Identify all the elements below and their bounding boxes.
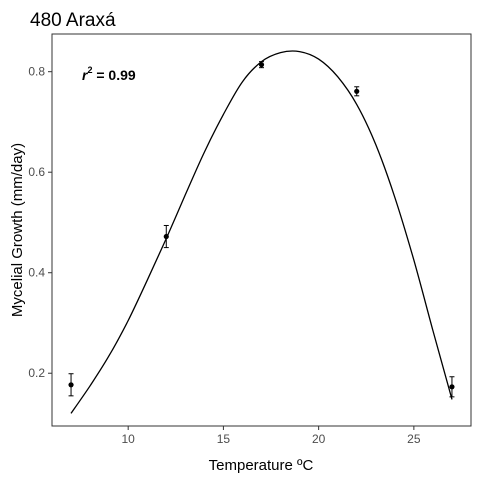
y-tick-label: 0.4 — [28, 266, 45, 280]
x-tick-label: 20 — [312, 432, 326, 446]
y-tick-label: 0.8 — [28, 65, 45, 79]
y-tick-label: 0.2 — [28, 366, 45, 380]
x-tick-label: 10 — [122, 432, 136, 446]
fit-curve — [70, 50, 453, 414]
r-symbol: r — [82, 67, 89, 83]
x-axis: 10 15 20 25 — [122, 426, 421, 446]
plot-panel — [51, 33, 472, 427]
y-axis: 0.2 0.4 0.6 0.8 — [28, 65, 52, 380]
y-tick-label: 0.6 — [28, 165, 45, 179]
y-axis-title: Mycelial Growth (mm/day) — [9, 143, 26, 317]
data-point — [68, 382, 74, 388]
x-tick-label: 25 — [407, 432, 421, 446]
r-value: = 0.99 — [92, 67, 135, 83]
data-point — [354, 88, 360, 94]
data-point — [258, 62, 265, 68]
data-points — [68, 61, 455, 398]
data-point — [449, 384, 455, 390]
x-axis-title: Temperature ºC — [209, 457, 314, 474]
x-tick-label: 15 — [217, 432, 231, 446]
r-superscript: 2 — [87, 65, 92, 75]
chart-title: 480 Araxá — [30, 10, 116, 31]
r-squared-annotation: r2 = 0.99 — [82, 65, 136, 83]
data-point — [163, 233, 169, 240]
